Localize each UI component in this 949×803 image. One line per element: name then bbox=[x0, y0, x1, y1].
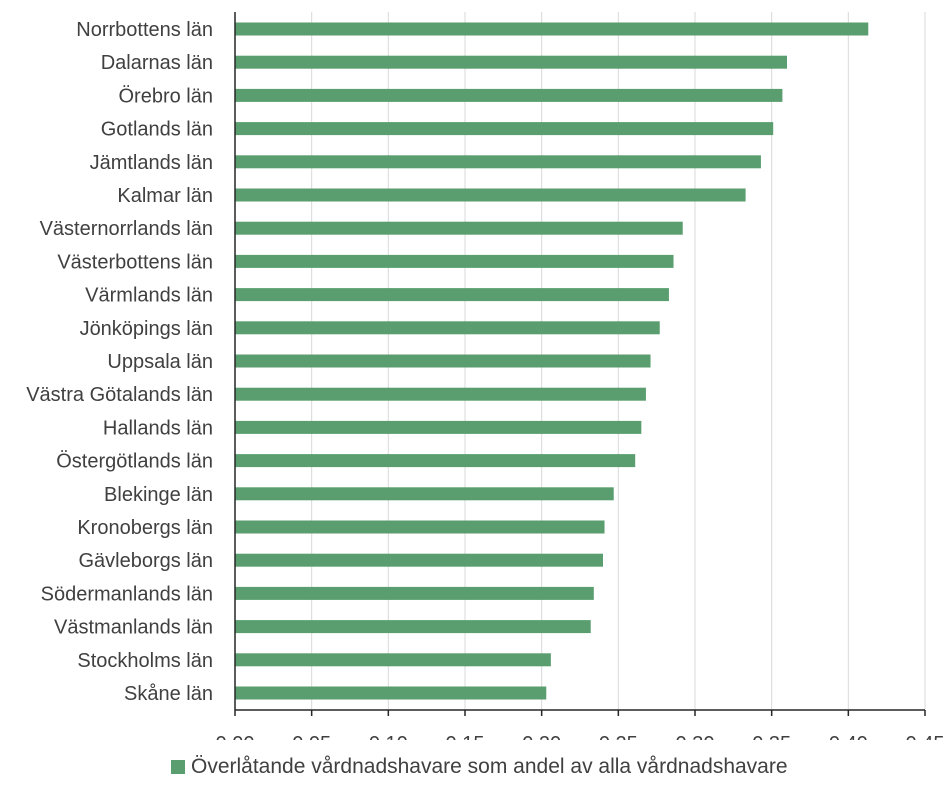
category-label: Kronobergs län bbox=[77, 517, 213, 539]
category-label: Västerbottens län bbox=[57, 251, 213, 273]
bar bbox=[235, 55, 787, 69]
bar bbox=[235, 387, 646, 401]
bar bbox=[235, 686, 547, 700]
bar bbox=[235, 487, 614, 501]
bar bbox=[235, 520, 605, 534]
legend-label: Överlåtande vårdnadshavare som andel av … bbox=[191, 755, 788, 778]
category-label: Östergötlands län bbox=[56, 451, 213, 473]
category-label: Jämtlands län bbox=[90, 152, 213, 174]
bar bbox=[235, 221, 683, 235]
bar bbox=[235, 586, 594, 600]
category-label: Uppsala län bbox=[107, 351, 213, 373]
legend-swatch bbox=[171, 760, 185, 774]
category-label: Kalmar län bbox=[117, 185, 213, 207]
category-label: Jönköpings län bbox=[80, 318, 213, 340]
category-label: Gotlands län bbox=[101, 119, 213, 141]
x-tick-label: 0,30 bbox=[676, 733, 715, 740]
category-label: Dalarnas län bbox=[101, 52, 213, 74]
x-tick-label: 0,05 bbox=[292, 733, 331, 740]
bar bbox=[235, 22, 869, 36]
x-tick-label: 0,20 bbox=[522, 733, 561, 740]
bar bbox=[235, 620, 591, 634]
x-tick-label: 0,25 bbox=[599, 733, 638, 740]
category-label: Norrbottens län bbox=[76, 19, 213, 41]
category-label: Skåne län bbox=[124, 683, 213, 705]
category-label: Västra Götalands län bbox=[26, 384, 213, 406]
x-tick-label: 0,35 bbox=[752, 733, 791, 740]
bar bbox=[235, 122, 774, 136]
category-label: Västernorrlands län bbox=[40, 218, 213, 240]
bar bbox=[235, 88, 783, 102]
category-label: Blekinge län bbox=[104, 484, 213, 506]
category-label: Västmanlands län bbox=[54, 617, 213, 639]
category-label: Örebro län bbox=[119, 85, 214, 107]
bar bbox=[235, 188, 746, 202]
category-label: Värmlands län bbox=[85, 285, 213, 307]
category-label: Södermanlands län bbox=[41, 583, 213, 605]
category-label: Stockholms län bbox=[77, 650, 213, 672]
bar bbox=[235, 288, 669, 302]
legend: Överlåtande vårdnadshavare som andel av … bbox=[171, 755, 788, 779]
bar bbox=[235, 354, 651, 368]
x-tick-label: 0,10 bbox=[369, 733, 408, 740]
bar-chart-svg: Norrbottens län Dalarnas län Örebro län Got… bbox=[26, 12, 945, 755]
bar bbox=[235, 254, 674, 268]
x-tick-label: 0,00 bbox=[216, 733, 255, 740]
x-tick-label: 0,40 bbox=[829, 733, 868, 740]
x-tick-label: 0,15 bbox=[446, 733, 485, 740]
x-tick-label: 0,45 bbox=[906, 733, 945, 740]
bar bbox=[235, 454, 636, 468]
bar bbox=[235, 321, 660, 335]
bar bbox=[235, 420, 642, 434]
bar bbox=[235, 155, 761, 169]
category-label: Gävleborgs län bbox=[78, 550, 213, 572]
bar bbox=[235, 553, 603, 567]
category-label: Hallands län bbox=[103, 417, 213, 439]
bar bbox=[235, 653, 551, 667]
